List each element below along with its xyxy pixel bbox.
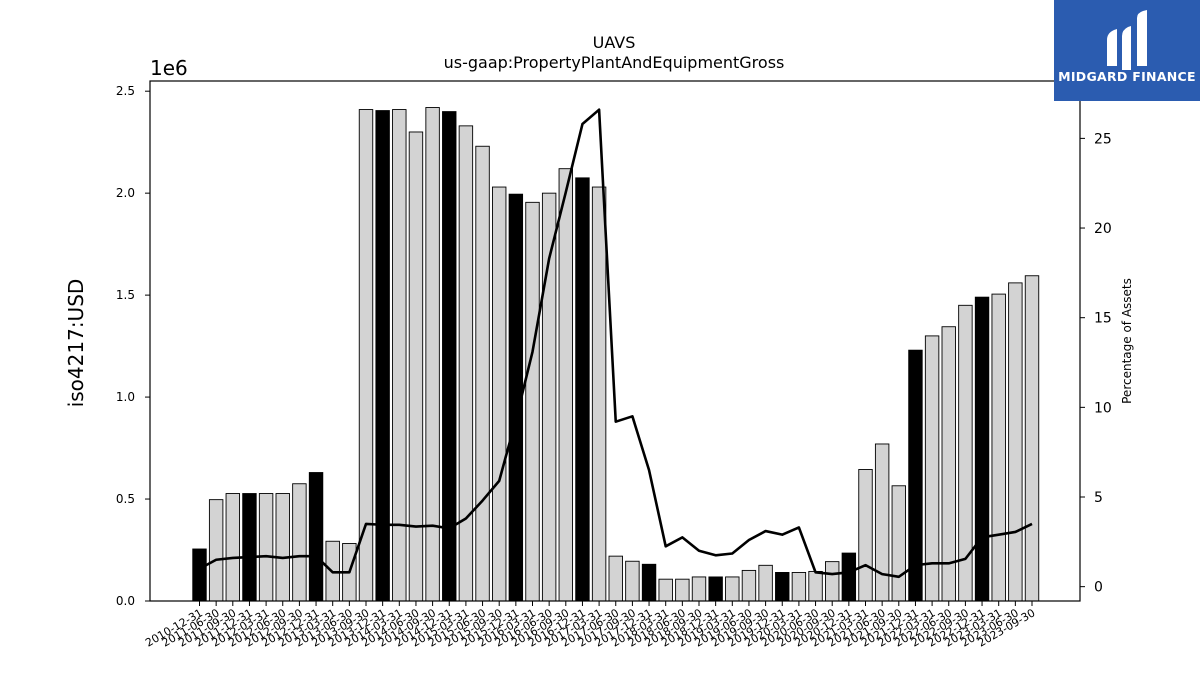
bar-2020-12-31	[841, 552, 857, 602]
y-offset-label: 1e6	[150, 56, 188, 80]
y2-tick-label: 15	[1094, 311, 1112, 327]
bar-2022-06-30	[941, 326, 956, 602]
bar-2021-09-30	[891, 485, 906, 602]
left-y-axis: 0.0 0.5 1.0 1.5 2.0 2.5	[116, 84, 150, 608]
y2-tick-label: 25	[1094, 131, 1112, 147]
bar-2023-03-31	[991, 293, 1006, 602]
y2-tick-label: 20	[1094, 221, 1112, 237]
bar-2014-06-30	[408, 131, 424, 602]
bar-2010-12-31	[192, 548, 207, 602]
x-axis: 2010-12-312011-06-302011-09-302011-12-31…	[143, 601, 1038, 650]
bar-2015-03-31	[458, 125, 474, 602]
bar-2016-09-30	[558, 168, 573, 602]
bar-2022-12-31	[974, 296, 990, 602]
bar-2011-06-30	[208, 499, 224, 602]
bar-2020-03-31	[791, 572, 807, 602]
plot-frame	[149, 80, 1081, 602]
y2-tick-label: 0	[1094, 580, 1103, 596]
bar-2012-06-30	[275, 493, 290, 602]
bar-2017-12-31	[641, 563, 657, 602]
y-tick-label: 2.5	[116, 84, 135, 98]
y-tick-label: 1.5	[116, 288, 135, 302]
bar-2023-06-30	[1008, 282, 1023, 602]
y-tick-label: 0.0	[116, 594, 135, 608]
y-axis-label: iso4217:USD	[64, 279, 88, 408]
right-y-axis: 0 5 10 15 20 25	[1080, 131, 1112, 596]
percentage-line	[198, 108, 1033, 579]
bar-2021-06-30	[874, 443, 890, 602]
bars-layer	[192, 107, 1040, 602]
bar-2020-06-30	[808, 570, 823, 602]
bar-2012-03-31	[258, 493, 274, 602]
bar-2019-03-31	[725, 576, 740, 602]
bar-2016-03-31	[525, 201, 540, 602]
chart-title: UAVS	[593, 33, 636, 52]
bar-2022-03-31	[924, 335, 940, 602]
y-tick-label: 0.5	[116, 492, 135, 506]
y2-tick-label: 5	[1094, 490, 1103, 506]
y2-tick-label: 10	[1094, 400, 1112, 416]
bar-2019-12-31	[775, 572, 790, 602]
bar-2016-12-31	[575, 177, 590, 602]
bar-2017-03-31	[591, 186, 607, 602]
y-tick-label: 1.0	[116, 390, 135, 404]
bar-2018-06-30	[675, 578, 690, 602]
bar-2012-12-31	[308, 472, 324, 602]
bar-2022-09-30	[958, 304, 973, 602]
midgard-finance-logo: MIDGARD FINANCE	[1054, 0, 1200, 101]
y-tick-label: 2.0	[116, 186, 135, 200]
bar-2018-12-31	[708, 576, 723, 602]
logo-text: MIDGARD FINANCE	[1058, 69, 1196, 84]
bar-2019-06-30	[741, 569, 757, 602]
bar-2019-09-30	[758, 564, 773, 602]
bar-2012-09-30	[292, 483, 307, 602]
bar-2015-09-30	[492, 186, 507, 602]
bar-2013-12-31	[375, 110, 390, 602]
bar-2015-06-30	[475, 145, 490, 602]
bar-2014-03-31	[392, 109, 407, 602]
bar-2021-03-31	[858, 469, 873, 602]
bar-2011-09-30	[225, 493, 241, 602]
bar-2011-12-31	[242, 493, 257, 602]
bar-2017-09-30	[625, 560, 640, 602]
y2-axis-label: Percentage of Assets	[1120, 278, 1134, 404]
bar-2018-09-30	[691, 576, 707, 602]
chart-subtitle: us-gaap:PropertyPlantAndEquipmentGross	[444, 53, 785, 72]
bar-2017-06-30	[608, 555, 623, 602]
bar-2023-09-30	[1024, 275, 1040, 602]
bar-2020-09-30	[825, 561, 840, 602]
logo-mark-icon	[1107, 10, 1147, 70]
bar-2018-03-31	[658, 578, 673, 602]
